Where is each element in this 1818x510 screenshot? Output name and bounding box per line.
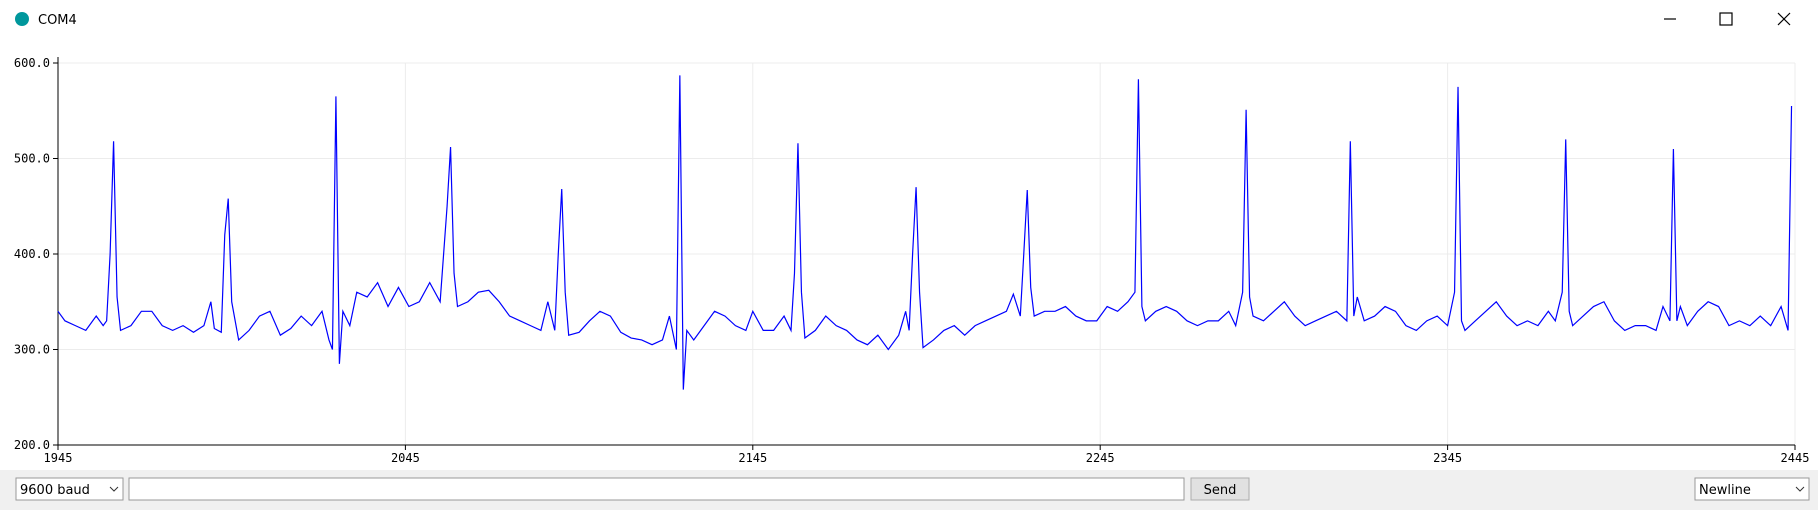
y-tick-label: 200.0 <box>14 438 50 452</box>
y-tick-label: 400.0 <box>14 247 50 261</box>
line-ending-label: Newline <box>1699 483 1751 498</box>
baud-select[interactable] <box>15 477 124 501</box>
close-button[interactable] <box>1777 12 1791 26</box>
x-tick-label: 2445 <box>1781 451 1810 465</box>
line-ending-arrow <box>1795 486 1805 492</box>
message-input[interactable] <box>128 477 1185 501</box>
x-tick-label: 2245 <box>1086 451 1115 465</box>
x-tick-label: 1945 <box>44 451 73 465</box>
window-title: COM4 <box>38 13 77 28</box>
baud-label: 9600 baud <box>20 483 90 498</box>
app-icon <box>15 12 29 26</box>
data-line <box>57 75 1793 390</box>
x-tick-label: 2345 <box>1433 451 1462 465</box>
y-tick-label: 600.0 <box>14 56 50 70</box>
maximize-button[interactable] <box>1719 12 1733 26</box>
y-tick-label: 500.0 <box>14 152 50 166</box>
y-tick-label: 300.0 <box>14 343 50 357</box>
baud-arrow <box>109 486 119 492</box>
line-ending-select[interactable] <box>1694 477 1810 501</box>
title-bar <box>0 0 1818 38</box>
plot-area: 200.0 300.0 400.0 500.0 600.0 1945 2045 2145 224… <box>14 56 1810 465</box>
send-label: Send <box>1204 483 1237 498</box>
x-tick-label: 2045 <box>391 451 420 465</box>
x-tick-label: 2145 <box>738 451 767 465</box>
send-button[interactable] <box>1190 477 1250 501</box>
